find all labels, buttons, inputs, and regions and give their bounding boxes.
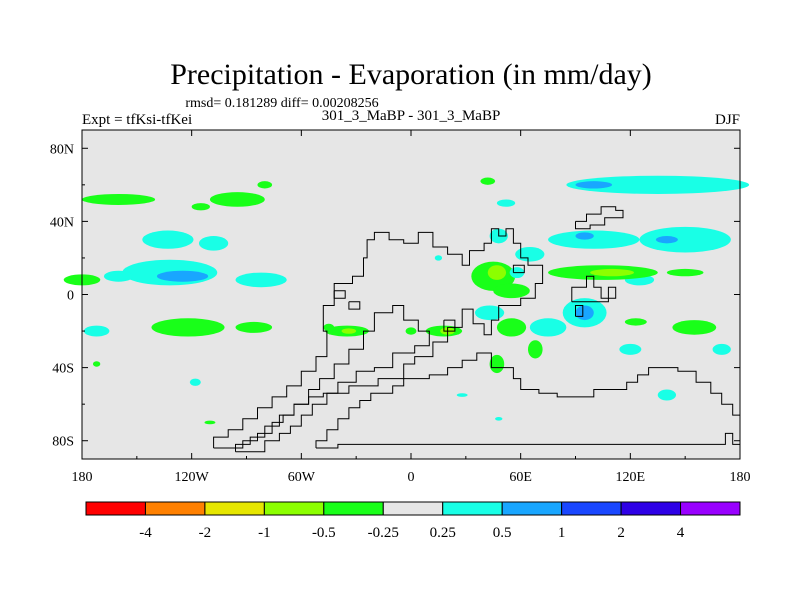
colorbar-swatch (204, 501, 265, 516)
x-tick-label: 180 (730, 470, 751, 485)
contour-region (198, 236, 229, 251)
colorbar-swatch (561, 501, 622, 516)
contour-region (83, 325, 110, 337)
contour-region (496, 318, 527, 337)
contour-region (672, 320, 717, 335)
contour-region (575, 232, 594, 240)
colorbar-swatch (323, 501, 384, 516)
contour-region (619, 343, 642, 355)
contour-region (712, 343, 731, 355)
contour-region (257, 181, 273, 189)
colorbar-label: -4 (139, 525, 152, 541)
colorbar-label: -1 (258, 525, 271, 541)
contour-region (191, 203, 210, 211)
x-tick-label: 120E (616, 470, 646, 485)
x-tick-label: 60W (288, 470, 316, 485)
x-tick-label: 60E (509, 470, 532, 485)
chart-title: Precipitation - Evaporation (in mm/day) (170, 58, 652, 91)
contour-region (82, 193, 156, 205)
contour-region (405, 327, 417, 335)
contour-region (529, 318, 567, 337)
contour-region (142, 230, 194, 249)
contour-region (666, 268, 704, 277)
contour-region (489, 354, 505, 374)
contour-region (575, 305, 594, 321)
colorbar-label: -0.5 (312, 525, 336, 541)
outline-island-b (348, 301, 361, 310)
x-tick-label: 120W (175, 470, 210, 485)
colorbar-label: -2 (199, 525, 212, 541)
contour-region (323, 323, 335, 332)
colorbar-label: 1 (558, 525, 566, 541)
y-tick-label: 40N (50, 215, 74, 230)
colorbar-label: 0.25 (430, 525, 456, 541)
contour-region (624, 318, 647, 326)
outline-box-c (443, 319, 456, 332)
y-tick-label: 40S (52, 362, 74, 377)
contour-region (575, 181, 613, 189)
contour-region (548, 230, 640, 249)
outline-box-b (575, 305, 584, 317)
colorbar-swatch (263, 501, 325, 516)
contour-region (209, 192, 265, 207)
y-tick-label: 80N (50, 142, 74, 157)
ridge-outline-inner (235, 305, 430, 453)
outline-layer (213, 206, 741, 453)
outline-ne-arc (575, 206, 624, 230)
contour-region (341, 328, 357, 334)
contour-region (474, 305, 505, 321)
contour-region (515, 246, 545, 262)
colorbar-label: 4 (677, 525, 685, 541)
colorbar-swatch (382, 501, 444, 516)
colorbar-label: -0.25 (368, 525, 399, 541)
contour-region (103, 270, 134, 282)
ridge-outline-south (315, 352, 741, 449)
subtitle-left: Expt = tfKsi-tfKei (82, 112, 192, 128)
contour-region (151, 318, 225, 337)
outline-ne-ridge (571, 275, 617, 303)
colorbar-label: 0.5 (493, 525, 512, 541)
contour-region (495, 416, 503, 421)
colorbar-swatch (501, 501, 563, 516)
outline-box-a (512, 264, 525, 274)
contour-region (235, 272, 287, 288)
subtitle-center: 301_3_MaBP - 301_3_MaBP (322, 108, 501, 124)
y-axis: 80N 40N 0 40S 80S (50, 142, 740, 450)
contour-region (487, 265, 507, 280)
ridge-outline-west (213, 228, 544, 449)
contour-region (657, 389, 677, 401)
x-tick-label: 0 (408, 470, 415, 485)
contour-region (189, 378, 201, 386)
contour-region (590, 268, 634, 277)
contour-region (493, 283, 530, 299)
colorbar-swatch (85, 501, 146, 516)
contour-region (235, 321, 273, 333)
contour-regions (63, 175, 750, 425)
colorbar-swatch (442, 501, 503, 516)
contour-region (655, 236, 678, 244)
colorbar-swatch (680, 501, 741, 516)
contour-region (527, 340, 543, 359)
outline-island-a (333, 290, 346, 299)
x-tick-label: 180 (72, 470, 93, 485)
contour-region (434, 255, 443, 261)
colorbar-swatch (620, 501, 682, 516)
contour-region (204, 420, 216, 425)
y-tick-label: 0 (67, 289, 74, 304)
contour-region (456, 393, 468, 397)
contour-region (156, 270, 209, 282)
contour-region (480, 177, 496, 185)
contour-region (496, 199, 516, 207)
stats-text: rmsd= 0.181289 diff= 0.00208256 (185, 96, 378, 111)
subtitle-right: DJF (715, 112, 740, 128)
contour-region (92, 361, 101, 367)
colorbar-swatch (144, 501, 206, 516)
colorbar-label: 2 (617, 525, 625, 541)
colorbar: -4 -2 -1 -0.5 -0.25 0.25 0.5 1 2 4 (85, 501, 741, 541)
x-axis: 180 120W 60W 0 60E 120E 180 (72, 130, 751, 485)
y-tick-label: 80S (52, 435, 74, 450)
contour-region (639, 226, 731, 253)
contour-region (566, 175, 750, 194)
